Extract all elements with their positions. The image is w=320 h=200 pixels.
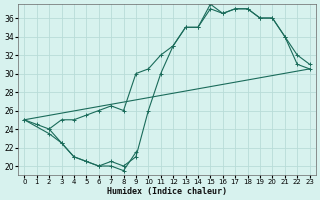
X-axis label: Humidex (Indice chaleur): Humidex (Indice chaleur) [107,187,227,196]
